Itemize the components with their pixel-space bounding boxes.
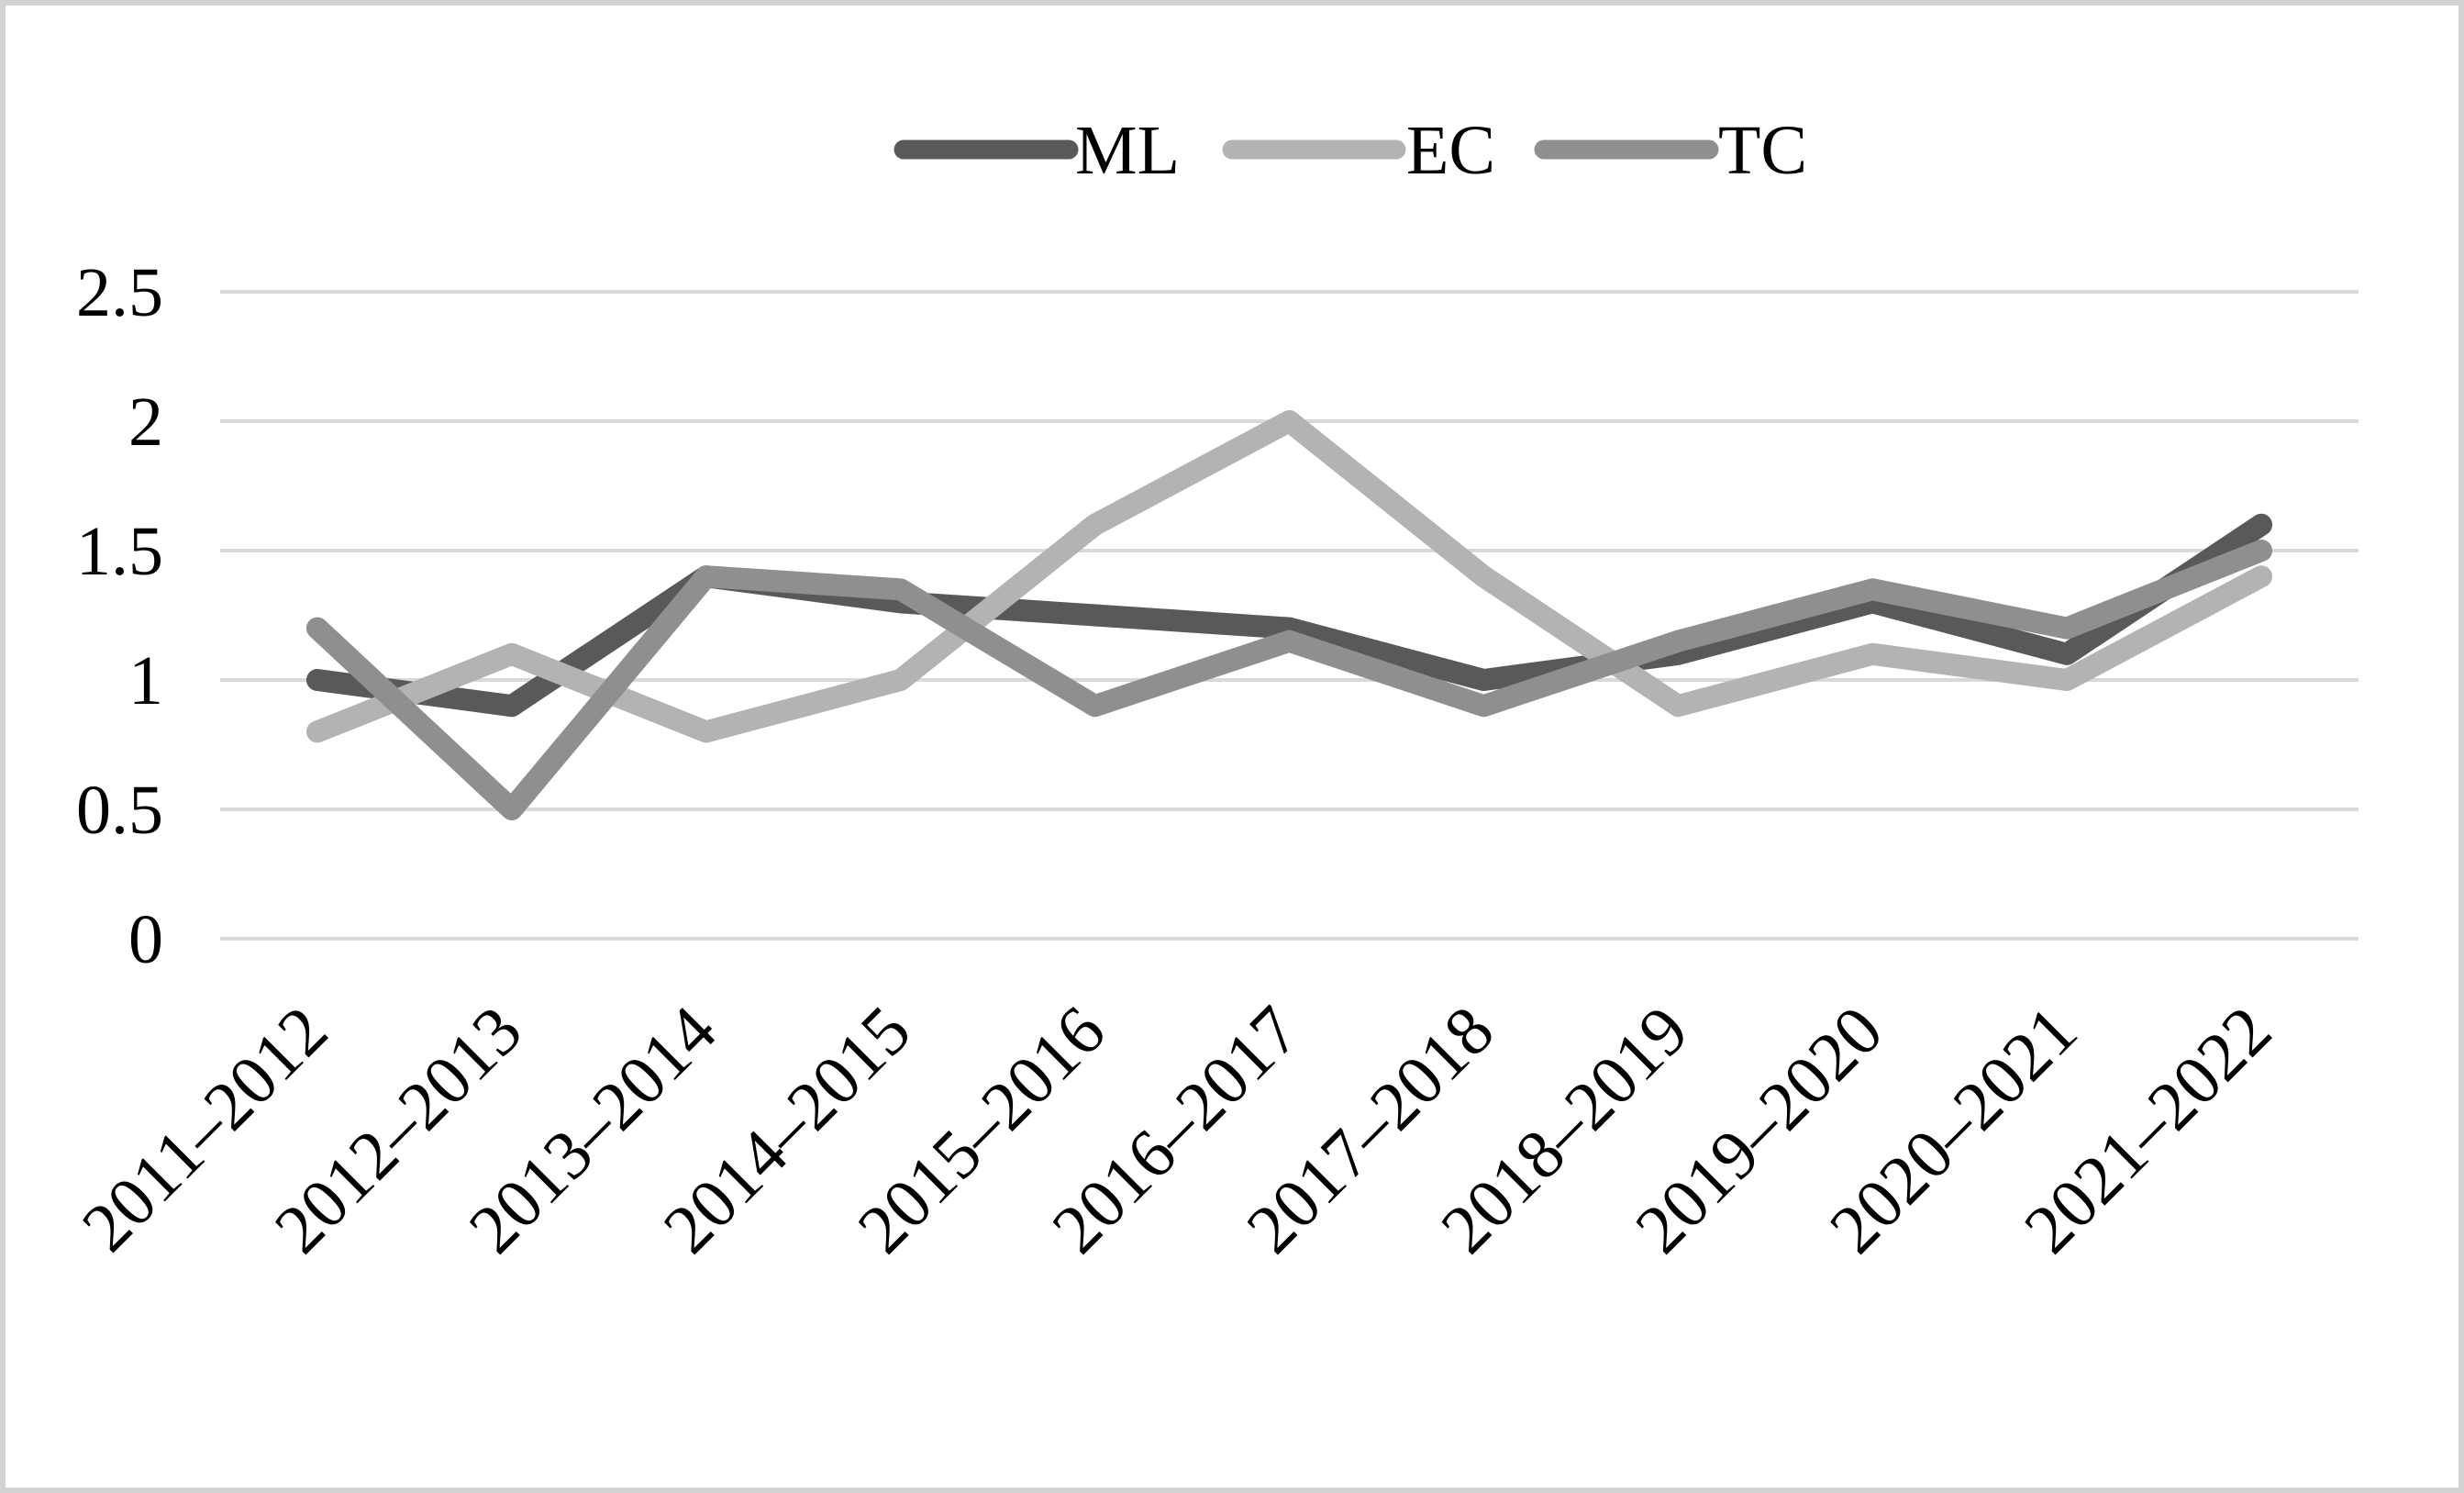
legend-label-tc: TC [1718, 112, 1807, 189]
legend-label-ec: EC [1406, 112, 1495, 189]
y-tick-label-2: 2 [128, 384, 163, 461]
chart-canvas: 2.5 2 1.5 1 0.5 0 2011–20122012–20132013–2014… [68, 112, 2359, 1268]
x-axis-tick-labels: 2011–20122012–20132013–20142014–20152015… [68, 992, 2286, 1268]
y-tick-label-2.5: 2.5 [76, 254, 163, 331]
series-line-ml [305, 513, 2273, 718]
y-tick-label-0.5: 0.5 [76, 772, 163, 849]
legend: ML EC TC [893, 112, 1807, 189]
series-lines [305, 410, 2273, 820]
y-tick-label-1.5: 1.5 [76, 513, 163, 590]
y-tick-label-1: 1 [128, 642, 163, 719]
series-line-tc [305, 540, 2273, 820]
legend-label-ml: ML [1075, 112, 1180, 189]
y-tick-label-0: 0 [128, 901, 163, 978]
y-axis-tick-labels: 2.5 2 1.5 1 0.5 0 [76, 254, 163, 978]
series-line-ec [305, 410, 2273, 743]
